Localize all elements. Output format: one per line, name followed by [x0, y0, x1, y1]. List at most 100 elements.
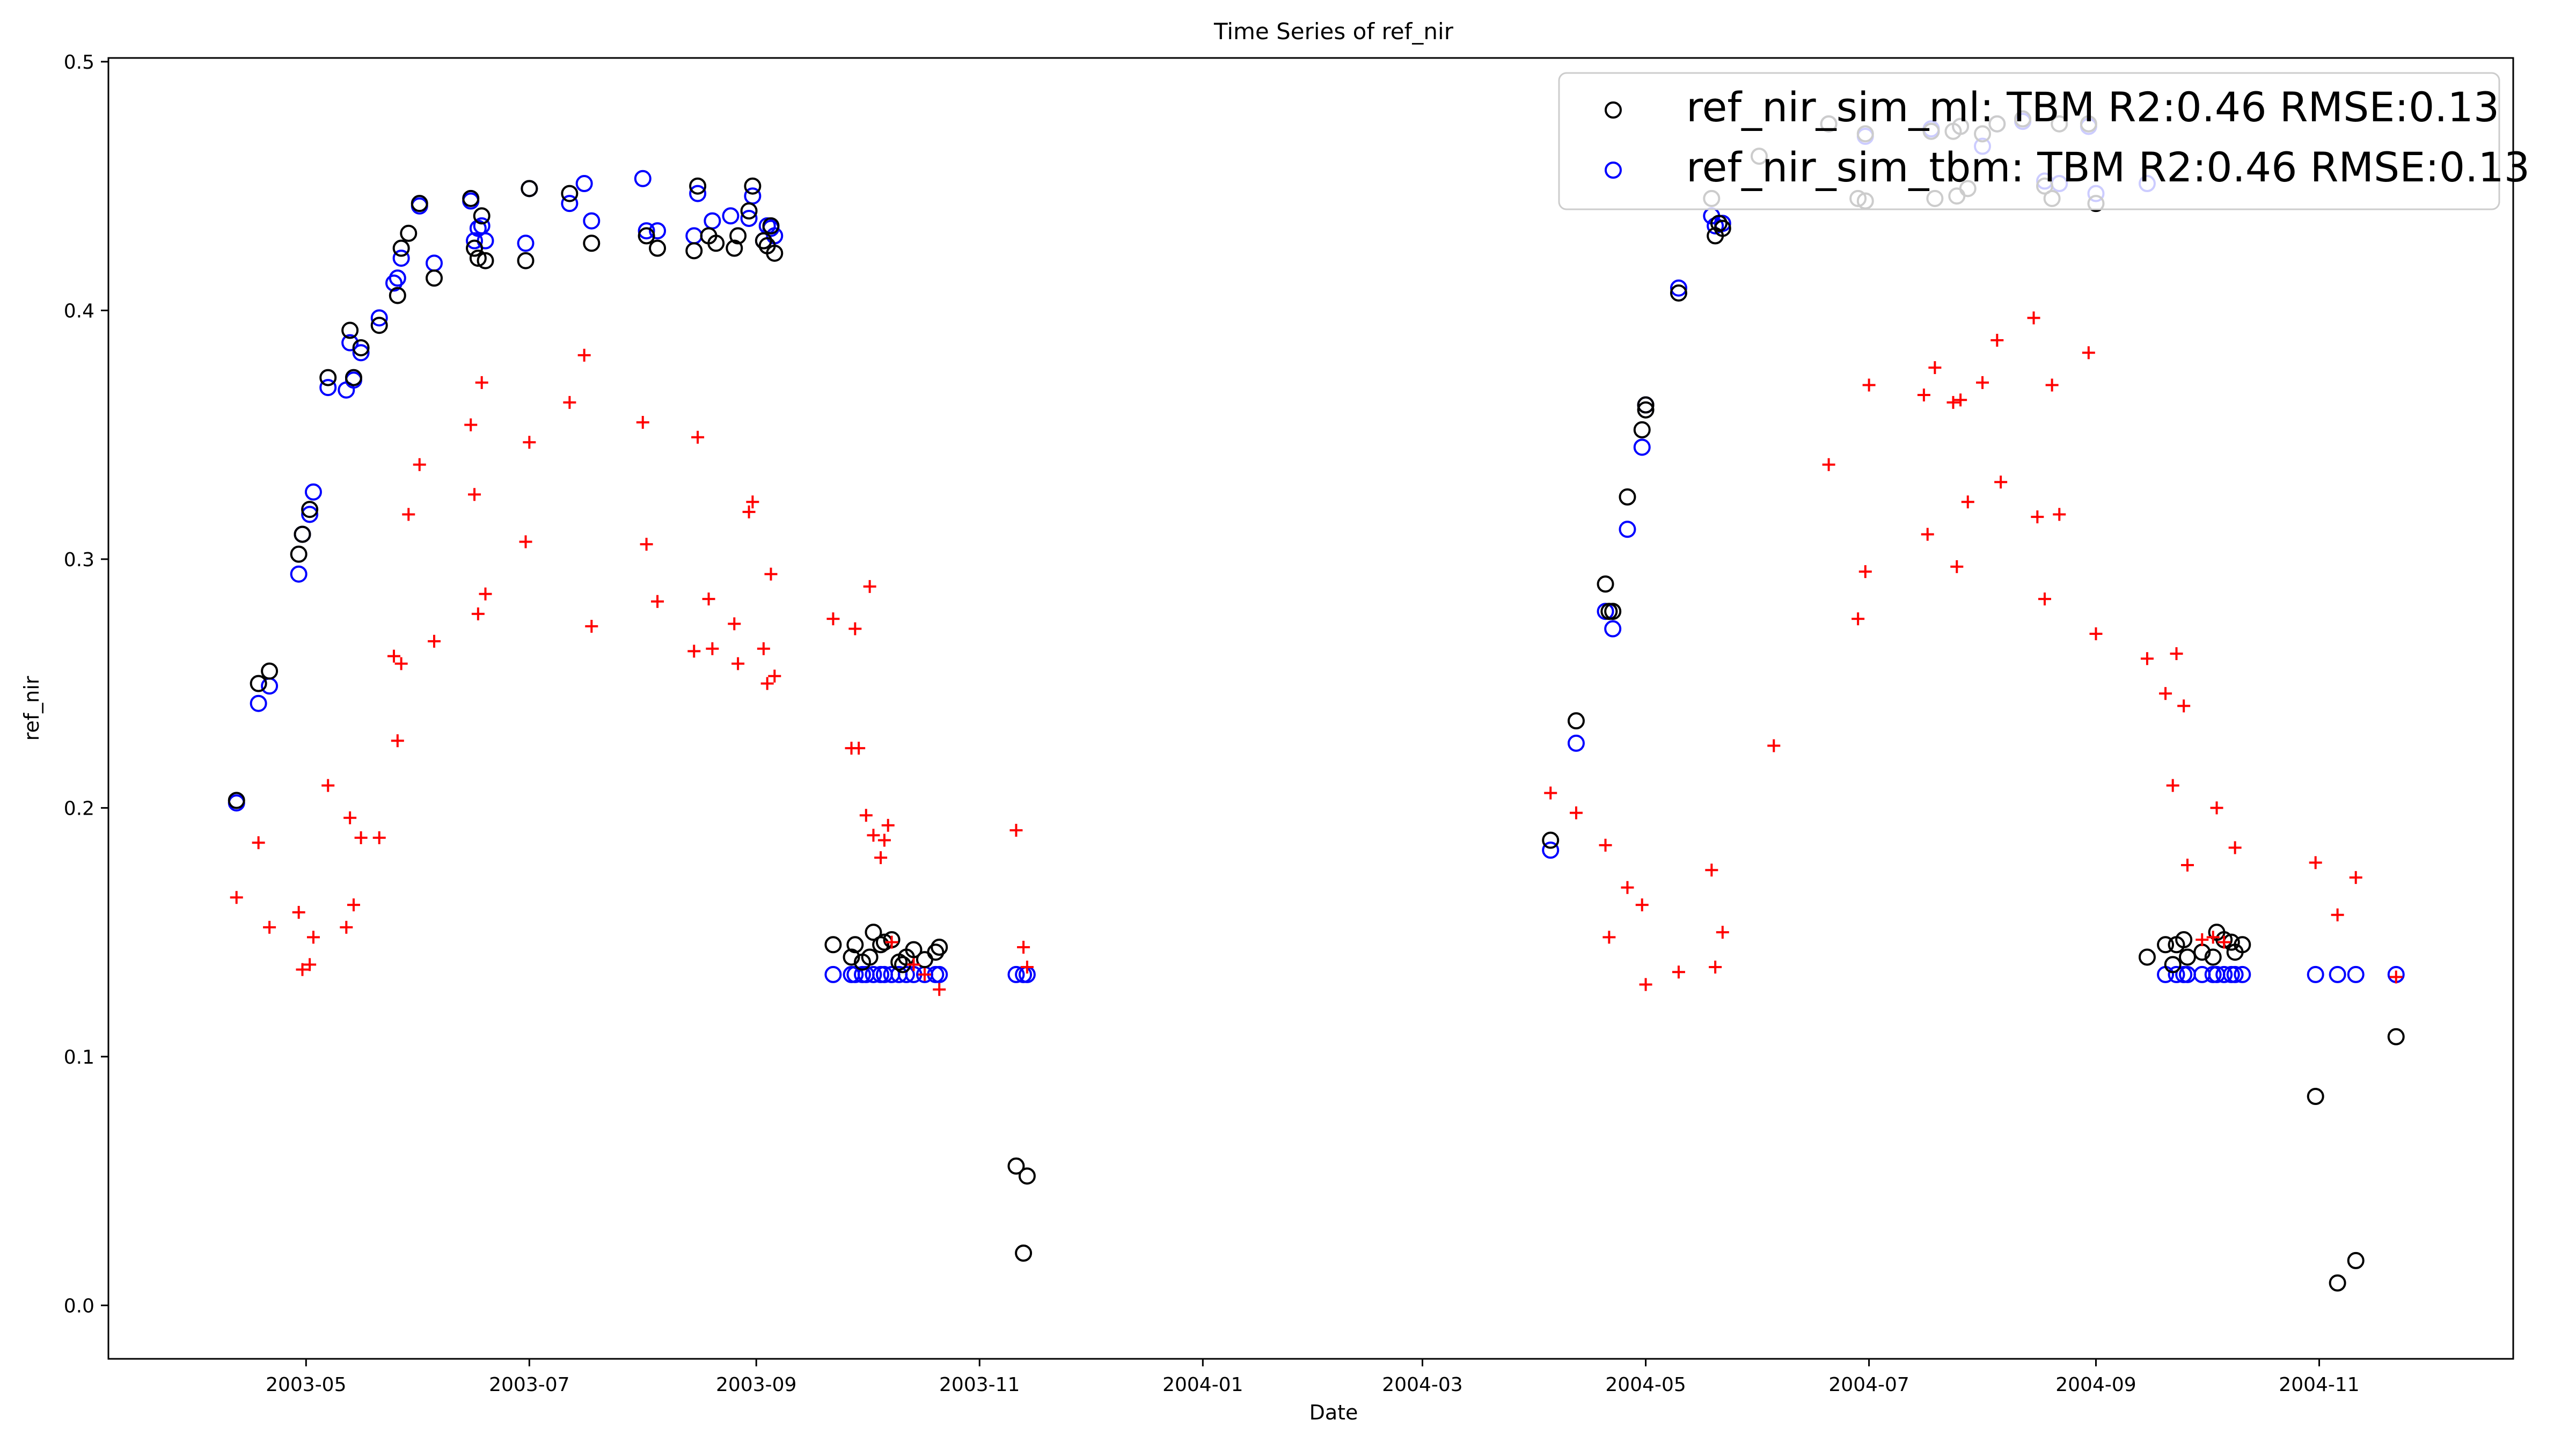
observed-point — [1990, 334, 2004, 347]
observed-point — [2210, 801, 2223, 815]
observed-point — [343, 811, 357, 824]
tbm-point — [846, 965, 864, 983]
observed-point — [2228, 841, 2242, 854]
tbm-point — [466, 232, 484, 250]
tbm-point — [2226, 965, 2244, 983]
tbm-point — [575, 175, 593, 193]
observed-point — [907, 958, 920, 971]
y-tick-label: 0.3 — [64, 549, 94, 571]
observed-point — [2166, 779, 2179, 792]
ml-point — [927, 943, 945, 961]
observed-point — [1672, 965, 1685, 979]
tbm-point — [1604, 620, 1622, 638]
ml-point — [1633, 421, 1651, 438]
ml-point — [319, 369, 337, 386]
y-axis-label: ref_nir — [20, 676, 43, 741]
tbm-point — [2234, 965, 2251, 983]
observed-point — [2196, 933, 2209, 947]
observed-point — [2349, 871, 2362, 884]
tbm-point — [370, 309, 388, 327]
observed-point — [354, 831, 368, 845]
tbm-point — [389, 269, 406, 287]
ml-point — [707, 235, 725, 252]
ml-point — [469, 250, 487, 267]
observed-point — [306, 931, 320, 944]
chart-title: Time Series of ref_nir — [1213, 18, 1454, 45]
observed-point — [702, 592, 715, 606]
tbm-point — [1633, 438, 1651, 456]
ml-point — [477, 252, 494, 269]
ml-point — [766, 244, 784, 262]
x-tick-label: 2004-05 — [1605, 1374, 1686, 1396]
ml-point — [301, 501, 319, 518]
tbm-point — [290, 565, 308, 583]
ml-point — [740, 202, 758, 220]
ml-point — [1637, 401, 1655, 419]
legend-label-ml: ref_nir_sim_ml: TBM R2:0.46 RMSE:0.13 — [1686, 83, 2499, 131]
ml-point — [261, 662, 279, 680]
observed-point — [1009, 824, 1023, 837]
observed-point — [1976, 376, 1989, 389]
observed-point — [402, 508, 415, 521]
tbm-point — [1707, 217, 1724, 235]
tbm-point — [722, 207, 740, 225]
ml-point — [2347, 1252, 2365, 1269]
observed-point — [760, 677, 774, 690]
ml-point — [426, 269, 443, 287]
observed-point — [391, 734, 404, 748]
x-tick-label: 2003-09 — [716, 1374, 796, 1396]
observed-point — [475, 376, 488, 389]
legend-box — [1558, 72, 2500, 210]
observed-point — [1921, 528, 1934, 541]
observed-point — [585, 620, 598, 633]
ml-point — [2138, 948, 2156, 966]
observed-point — [1851, 612, 1865, 626]
ml-point — [1604, 603, 1622, 620]
ml-point — [905, 941, 923, 958]
tbm-point — [250, 694, 267, 712]
tbm-point — [1670, 279, 1687, 297]
observed-point — [1705, 863, 1718, 877]
observed-point — [1635, 898, 1649, 912]
ml-point — [1714, 219, 1731, 237]
observed-point — [1954, 393, 1967, 407]
ml-point — [729, 227, 747, 245]
tbm-point — [517, 235, 535, 252]
ml-point — [638, 227, 655, 245]
ml-point — [2387, 1028, 2405, 1045]
observed-point — [1621, 881, 1634, 894]
observed-point — [1946, 396, 1960, 409]
observed-point — [742, 505, 756, 518]
ml-point — [1670, 284, 1687, 302]
x-tick-label: 2004-03 — [1382, 1374, 1462, 1396]
observed-point — [918, 968, 931, 981]
observed-point — [1599, 838, 1612, 852]
observed-point — [863, 580, 876, 593]
ml-point — [250, 675, 267, 692]
y-tick-label: 0.2 — [64, 797, 94, 819]
observed-point — [826, 612, 840, 626]
ml-point — [1567, 712, 1585, 730]
tbm-point — [352, 344, 370, 362]
tbm-point — [1567, 734, 1585, 752]
observed-point — [2038, 592, 2051, 606]
observed-point — [1709, 961, 1722, 974]
plot-frame — [107, 57, 2514, 1360]
y-tick-label: 0.0 — [64, 1295, 94, 1317]
observed-point — [428, 634, 441, 648]
ml-point — [872, 936, 890, 954]
ml-point — [294, 525, 311, 543]
observed-point — [706, 642, 719, 655]
y-axis: 0.0 0.1 0.2 0.3 0.4 0.5 — [64, 52, 108, 1317]
observed-point — [230, 891, 243, 904]
observed-point — [519, 535, 532, 548]
tbm-point — [2215, 965, 2233, 983]
observed-point — [2309, 856, 2322, 869]
legend-marker-tbm — [1605, 162, 1622, 179]
ml-point — [521, 180, 538, 197]
ml-point — [345, 369, 362, 386]
ml-point — [685, 242, 703, 260]
ml-point — [389, 287, 406, 304]
observed-point — [636, 415, 649, 429]
ml-point — [1015, 1245, 1033, 1262]
